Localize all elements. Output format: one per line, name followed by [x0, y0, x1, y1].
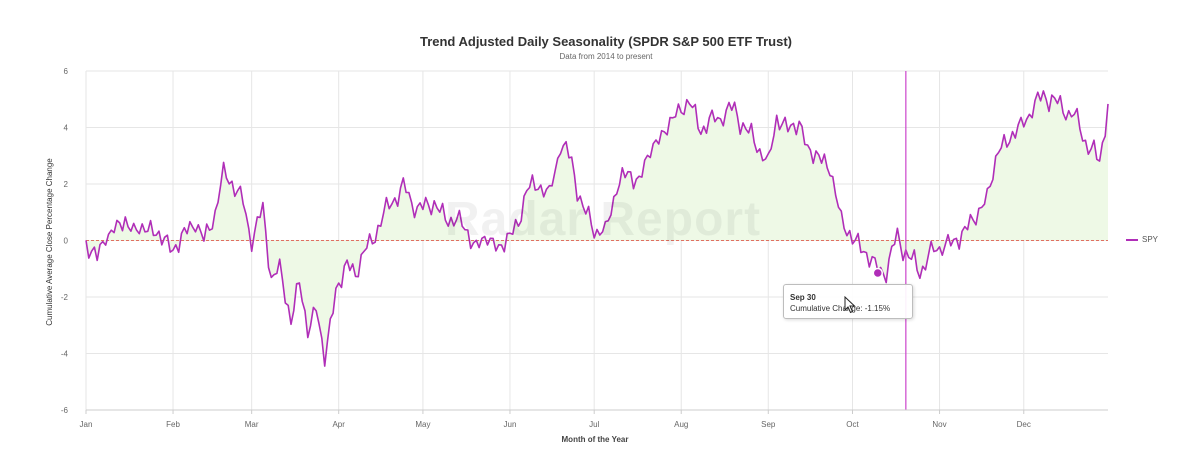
axis-ticks: 6 4 2 0 -2 -4 -6 Jan Feb Mar Apr May Jun Jul Aug Sep Oct… — [61, 67, 1108, 429]
y-tick-label: 2 — [64, 180, 69, 189]
legend-label-spy: SPY — [1142, 235, 1159, 244]
hover-point — [872, 267, 884, 279]
chart-title: Trend Adjusted Daily Seasonality (SPDR S… — [419, 34, 793, 49]
x-tick-label: Mar — [245, 420, 259, 429]
x-tick-label: Sep — [761, 420, 776, 429]
chart-subtitle: Data from 2014 to present — [559, 52, 653, 61]
series-line-spy — [85, 90, 1109, 367]
y-tick-label: 6 — [64, 67, 69, 76]
x-tick-label: May — [415, 420, 430, 429]
tooltip-date: Sep 30 — [790, 293, 816, 302]
series-lines — [85, 90, 1109, 367]
tooltip-label: Cumulative Change: — [790, 304, 863, 313]
tooltip-row: Cumulative Change: -1.15% — [790, 304, 890, 313]
watermark: Radar Report — [445, 193, 762, 246]
x-tick-label: Nov — [932, 420, 946, 429]
hover-marker — [872, 267, 884, 279]
legend[interactable]: SPY — [1126, 235, 1158, 244]
x-tick-label: Apr — [332, 420, 345, 429]
x-tick-label: Jun — [504, 420, 517, 429]
y-tick-label: 0 — [64, 237, 69, 246]
y-axis-label: Cumulative Average Close Percentage Chan… — [45, 158, 54, 326]
x-axis-label: Month of the Year — [562, 435, 629, 444]
y-tick-label: 4 — [64, 124, 69, 133]
x-tick-label: Jan — [80, 420, 93, 429]
tooltip-value: -1.15% — [864, 304, 891, 313]
x-tick-label: Feb — [166, 420, 180, 429]
x-tick-label: Jul — [589, 420, 599, 429]
x-tick-label: Aug — [674, 420, 688, 429]
legend-swatch — [1126, 238, 1138, 241]
x-tick-label: Oct — [846, 420, 859, 429]
x-tick-label: Dec — [1017, 420, 1031, 429]
y-tick-label: -2 — [61, 293, 69, 302]
y-tick-label: -6 — [61, 406, 69, 415]
y-tick-label: -4 — [61, 350, 69, 359]
mouse-pointer-icon — [844, 296, 856, 314]
